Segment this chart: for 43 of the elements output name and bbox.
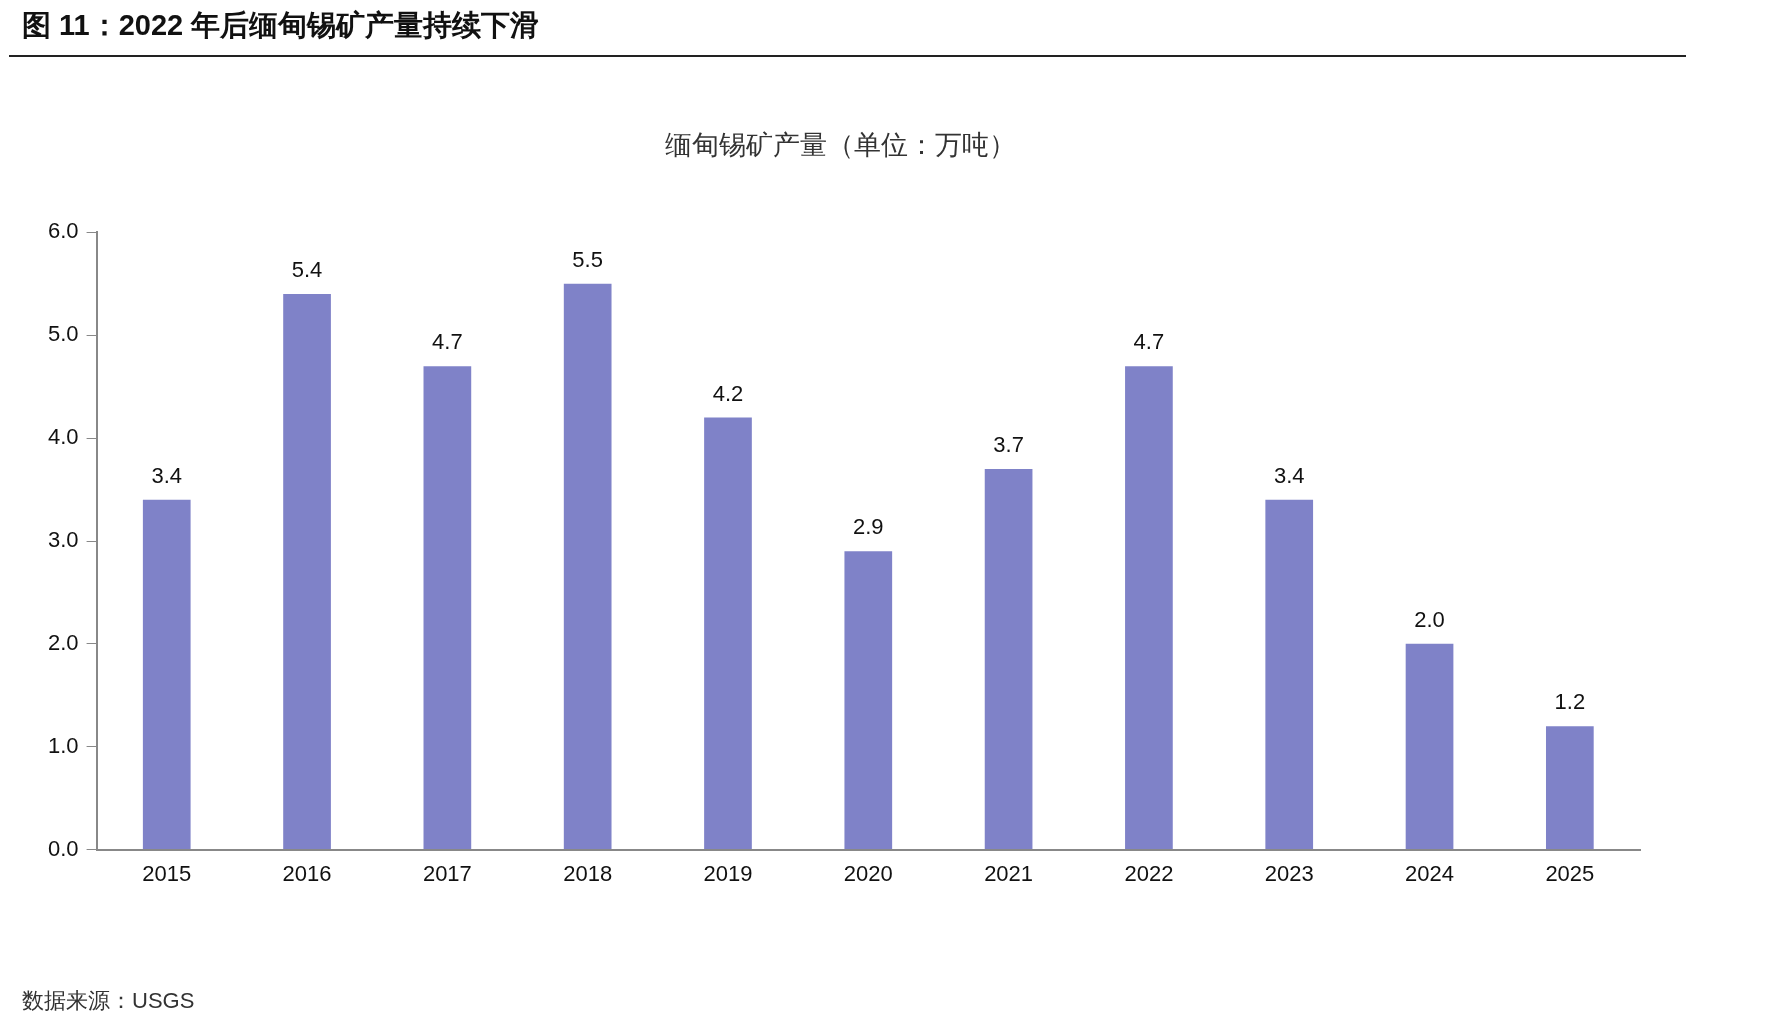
x-tick-label: 2019 (703, 860, 753, 886)
bar (984, 468, 1033, 850)
bar (283, 294, 331, 850)
data-label: 5.4 (291, 257, 323, 283)
data-label: 4.7 (1133, 329, 1165, 355)
bar (563, 283, 612, 850)
data-label: 1.2 (1554, 689, 1586, 715)
data-label: 3.7 (993, 432, 1024, 458)
x-tick-label: 2023 (1264, 860, 1314, 886)
x-tick-label: 2016 (282, 860, 332, 886)
y-tick-label: 2.0 (47, 629, 79, 655)
x-tick-label: 2025 (1545, 860, 1595, 886)
bar (142, 499, 191, 850)
y-tick-label: 6.0 (47, 218, 79, 244)
bar (1265, 499, 1314, 850)
data-label: 3.4 (151, 462, 183, 488)
data-label: 3.4 (1273, 462, 1305, 488)
data-label: 5.5 (572, 246, 603, 272)
bar (844, 551, 893, 850)
bar (423, 366, 472, 850)
x-tick-label: 2024 (1405, 860, 1455, 886)
bar (1125, 366, 1173, 850)
x-tick-label: 2018 (563, 860, 613, 886)
data-label: 4.2 (712, 380, 744, 406)
x-tick-label: 2015 (142, 860, 192, 886)
y-tick-label: 4.0 (47, 424, 79, 450)
x-tick-label: 2022 (1124, 860, 1174, 886)
data-label: 2.9 (852, 514, 884, 540)
chart-subtitle: 图 11：2022 年后缅甸锡矿产量持续下滑 (22, 8, 540, 43)
x-tick-label: 2017 (422, 860, 472, 886)
chart-title: 缅甸锡矿产量（单位：万吨） (664, 129, 1016, 160)
data-label: 4.7 (432, 329, 463, 355)
bar (1405, 643, 1454, 850)
x-tick-label: 2020 (843, 860, 893, 886)
y-tick-label: 3.0 (47, 527, 79, 553)
data-label: 2.0 (1414, 606, 1445, 632)
bar (704, 417, 752, 850)
x-tick-label: 2021 (984, 860, 1034, 886)
y-tick-label: 5.0 (47, 321, 79, 347)
y-tick-label: 1.0 (47, 732, 79, 758)
source-note: 数据来源：USGS (22, 987, 195, 1015)
bar (1545, 726, 1594, 850)
y-tick-label: 0.0 (47, 835, 79, 861)
